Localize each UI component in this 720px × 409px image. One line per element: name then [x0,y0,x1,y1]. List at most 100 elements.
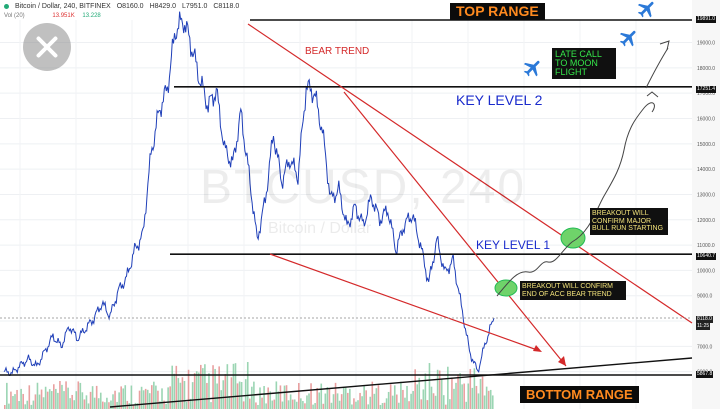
volume-bar [406,385,408,409]
volume-bar [48,389,51,409]
volume-bar [373,393,376,409]
volume-bar [228,396,231,409]
volume-bar [396,394,398,409]
volume-bar [118,392,120,409]
volume-bar [142,390,145,409]
volume-bar [59,381,61,409]
volume-bar [210,402,212,409]
volume-bar [265,403,267,409]
y-tick-label: 15000.0 [697,142,715,148]
volume-bar [263,386,265,409]
volume-bar [312,404,314,409]
volume-bar [193,373,196,409]
volume-bar [144,388,147,409]
key-level-2-label: KEY LEVEL 2 [456,92,543,108]
volume-bar [246,362,249,409]
volume-bar [404,397,406,409]
volume-bar [302,401,304,409]
volume-bar [475,385,478,409]
volume-bar [61,384,63,409]
volume-bar [285,385,288,409]
volume-bar [89,391,92,409]
volume-bar [477,393,480,409]
volume-bar [120,386,122,409]
volume-bar [330,402,333,409]
volume-bar [445,404,447,409]
volume-bar [351,404,353,409]
volume-bar [481,376,484,409]
volume-bar [347,392,349,409]
volume-bar [393,385,396,409]
volume-bar [259,387,261,409]
volume-bar [232,363,235,409]
volume-bar [140,386,143,409]
bottom-price-badge: 5867.8 [696,371,714,378]
volume-bar [447,366,449,409]
y-tick-label: 13000.0 [697,192,715,198]
watermark-name: Bitcoin / Dollar [268,220,372,237]
volume-bar [487,390,490,409]
volume-bar [151,385,153,409]
volume-bar [46,391,49,409]
volume-bar [177,378,180,409]
volume-bar [389,384,392,409]
volume-bar [379,404,382,409]
volume-bar [363,385,365,409]
volume-bar [79,382,82,409]
volume-bar [267,387,269,409]
volume-bar [314,403,316,409]
volume-bar [67,387,69,409]
breakout-marker [560,227,586,249]
volume-bar [148,393,151,409]
volume-bar [238,381,241,409]
chart-header: Bitcoin / Dollar, 240, BITFINEX O8160.0 … [4,3,242,10]
volume-bar [20,388,22,409]
volume-bar [342,387,345,409]
volume-bar [114,390,116,409]
volume-bar [30,404,33,409]
volume-bar [65,381,67,409]
volume-bar [71,394,73,409]
volume-bar [442,395,445,409]
volume-bar [412,391,414,409]
volume-bar [367,404,370,409]
volume-bar [385,398,388,409]
volume-bar [365,390,367,409]
volume-bar [438,370,441,409]
arrow-head [659,40,670,51]
bottom-range-label: BOTTOM RANGE [520,386,639,403]
volume-bar [424,373,427,409]
volume-bar [283,385,286,409]
volume-bar [195,371,198,409]
volume-bar [310,383,312,409]
volume-bar [320,383,323,409]
volume-bar [16,389,18,409]
close-value: C8118.0 [213,3,240,10]
volume-bar [453,388,455,409]
volume-bar [361,396,363,409]
volume-bar [455,382,457,409]
volume-value-1: 13.951K [52,13,75,19]
volume-bar [81,392,84,409]
volume-bar [34,394,37,409]
volume-bar [408,401,410,409]
volume-bar [106,397,108,409]
high-value: H8429.0 [149,3,177,10]
y-tick-label: 19000.0 [697,41,715,47]
volume-bar [273,399,276,409]
volume-bar [440,379,443,409]
volume-bar [410,393,412,409]
y-tick-label: 9000.0 [697,294,713,300]
volume-bar [271,400,274,409]
volume-bar [338,400,341,409]
volume-bar [157,390,159,409]
volume-bar [336,393,339,409]
volume-bar [242,401,245,409]
volume-bar [108,402,110,409]
volume-bar [291,399,294,409]
volume-bar [83,399,86,409]
volume-bar [428,363,431,409]
close-button[interactable] [23,23,71,71]
volume-bar [42,397,45,409]
volume-bar [28,385,31,409]
